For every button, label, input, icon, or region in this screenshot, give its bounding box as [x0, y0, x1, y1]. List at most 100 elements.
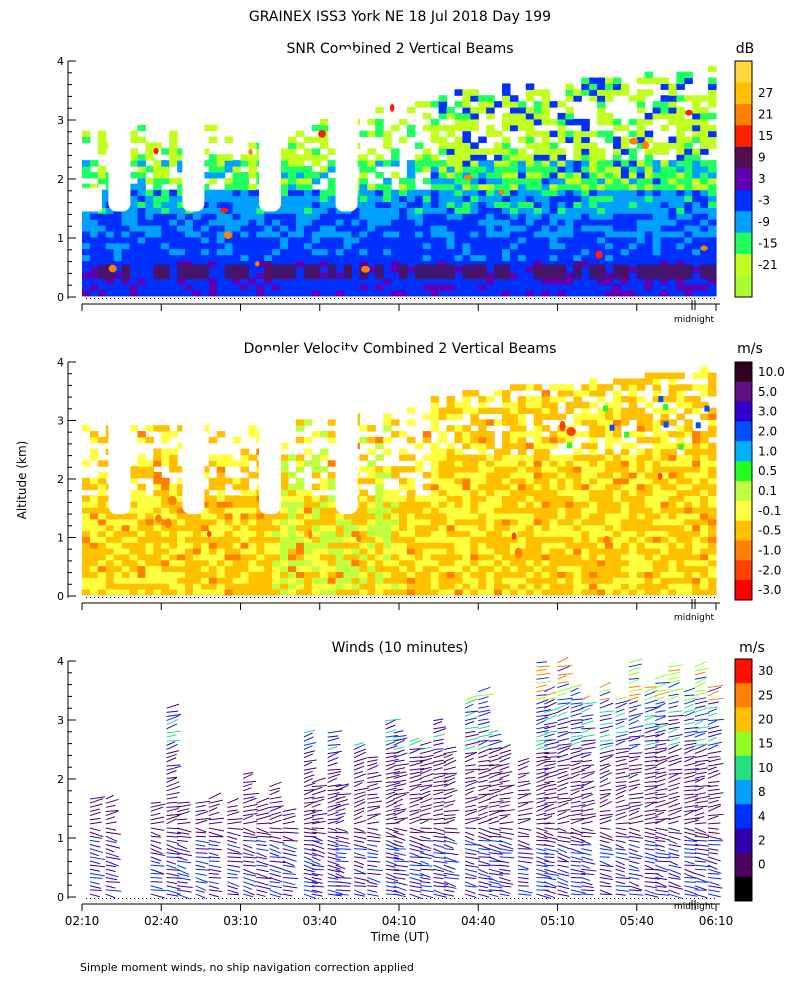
doppler-cell	[573, 530, 582, 537]
doppler-cell	[684, 425, 693, 432]
ground-dot	[322, 298, 323, 299]
snr-cell	[383, 136, 392, 144]
doppler-cell	[351, 536, 360, 543]
snr-cell	[620, 183, 630, 191]
ground-dot	[458, 597, 459, 598]
snr-hot-spot	[153, 147, 159, 155]
snr-cell	[351, 289, 360, 297]
doppler-cell	[652, 507, 662, 514]
snr-cell	[581, 230, 590, 238]
doppler-up-spot	[695, 422, 701, 429]
snr-cell	[145, 236, 154, 244]
doppler-cell	[565, 571, 574, 578]
doppler-cell	[367, 436, 376, 444]
ground-dot	[174, 597, 175, 598]
doppler-cell	[129, 559, 139, 567]
snr-cell	[652, 183, 662, 191]
snr-cell	[430, 230, 440, 238]
ground-dot	[418, 597, 419, 598]
snr-cell	[470, 225, 479, 232]
snr-cell	[660, 254, 670, 262]
doppler-cell	[137, 466, 146, 473]
doppler-cell	[541, 448, 551, 456]
doppler-cell	[509, 571, 519, 578]
colorbar-swatch	[735, 146, 752, 169]
doppler-cell	[612, 489, 622, 496]
ground-dot	[162, 298, 163, 299]
doppler-cell	[525, 518, 535, 526]
doppler-cell	[589, 454, 598, 461]
snr-cell	[470, 289, 479, 297]
colorbar-swatch	[735, 362, 752, 383]
doppler-cell	[652, 542, 662, 549]
doppler-cell	[644, 460, 654, 467]
snr-cell	[343, 278, 353, 285]
snr-cell	[478, 207, 487, 214]
doppler-cell	[612, 548, 622, 555]
snr-cell	[89, 236, 99, 244]
snr-cell	[660, 189, 670, 197]
doppler-cell	[462, 466, 471, 473]
snr-cell	[684, 124, 693, 132]
doppler-cell	[628, 454, 638, 461]
snr-cell	[692, 95, 701, 102]
snr-cell	[169, 225, 178, 232]
doppler-cell	[335, 571, 345, 578]
snr-cell	[82, 266, 91, 273]
doppler-cell	[612, 507, 622, 514]
doppler-cell	[660, 395, 670, 403]
doppler-cell	[620, 530, 630, 537]
snr-cell	[605, 166, 614, 173]
doppler-cell	[248, 507, 257, 514]
snr-cell	[700, 118, 709, 126]
snr-cell	[620, 142, 630, 149]
doppler-cell	[557, 471, 567, 479]
snr-cell	[573, 154, 582, 161]
doppler-cell	[295, 518, 305, 526]
snr-cell	[684, 189, 693, 197]
doppler-cell	[628, 583, 638, 590]
doppler-cell	[375, 553, 384, 561]
snr-cell	[153, 260, 162, 267]
doppler-cell	[169, 565, 178, 573]
snr-cell	[509, 230, 519, 238]
doppler-cell	[367, 425, 376, 432]
doppler-cell	[509, 425, 519, 432]
doppler-cell	[549, 442, 559, 450]
doppler-cell	[541, 507, 551, 514]
doppler-cell	[272, 524, 281, 532]
doppler-cell	[676, 536, 685, 543]
snr-cell	[478, 260, 487, 267]
ground-dot	[322, 597, 323, 598]
snr-cell	[367, 166, 376, 173]
snr-gap	[82, 187, 102, 212]
doppler-cell	[502, 401, 511, 409]
snr-cell	[509, 266, 519, 273]
snr-cell	[684, 254, 693, 262]
doppler-cell	[327, 436, 337, 444]
snr-cell	[422, 148, 432, 155]
snr-cell	[406, 166, 416, 173]
snr-cell	[620, 278, 630, 285]
snr-cell	[200, 189, 210, 197]
snr-cell	[581, 130, 590, 138]
snr-cell	[256, 254, 265, 262]
doppler-cell	[541, 407, 551, 415]
doppler-cell	[486, 460, 495, 467]
wind-barb	[89, 798, 104, 804]
doppler-cell	[533, 512, 543, 520]
doppler-cell	[573, 395, 582, 403]
snr-cell	[684, 71, 693, 79]
doppler-cell	[597, 466, 606, 473]
snr-cell	[232, 171, 242, 179]
snr-cell	[692, 148, 701, 155]
ground-dot	[194, 597, 195, 598]
snr-cell	[391, 189, 400, 197]
doppler-cell	[620, 559, 630, 567]
snr-cell	[668, 171, 677, 179]
doppler-cell	[208, 536, 218, 543]
snr-cell	[708, 236, 717, 244]
doppler-cell	[517, 419, 527, 426]
snr-cell	[462, 89, 471, 96]
